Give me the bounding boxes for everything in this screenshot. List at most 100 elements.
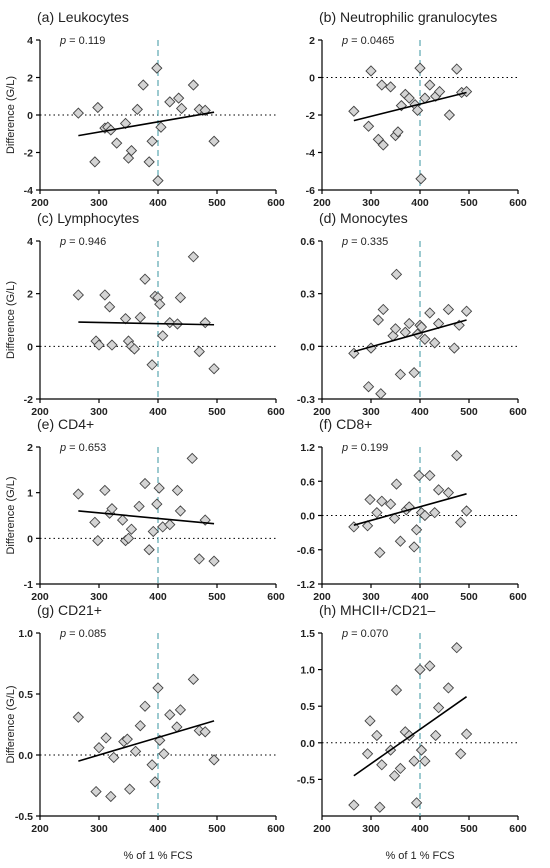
x-tick-label: 600	[509, 406, 527, 418]
y-tick-label: 1	[27, 488, 33, 500]
data-point	[199, 514, 211, 526]
p-value-label: p = 0.946	[59, 236, 106, 248]
data-point	[89, 156, 101, 168]
y-axis-label: Difference (G/L)	[5, 76, 17, 154]
data-point	[415, 744, 428, 756]
data-point	[429, 337, 441, 349]
data-point	[164, 518, 176, 531]
x-tick-label: 200	[31, 406, 49, 418]
x-axis-label: % of 1 % FCS	[123, 850, 192, 862]
data-point	[377, 303, 389, 316]
data-point	[372, 314, 384, 326]
y-tick-label: 2	[27, 289, 33, 301]
data-point	[413, 469, 425, 482]
data-point	[424, 469, 436, 482]
data-point	[119, 117, 132, 130]
y-tick-label: -1.2	[297, 579, 315, 591]
x-tick-label: 200	[313, 823, 331, 835]
data-point	[152, 682, 164, 694]
data-point	[376, 759, 388, 771]
data-point	[460, 728, 473, 740]
p-value: = 0.199	[348, 442, 388, 454]
data-point	[384, 81, 397, 93]
data-point	[93, 742, 105, 754]
data-point	[72, 289, 84, 301]
x-tick-label: 200	[31, 591, 49, 603]
data-point	[365, 65, 377, 77]
data-point	[442, 682, 455, 694]
data-point	[152, 174, 164, 187]
x-tick-label: 500	[208, 823, 226, 835]
data-point	[394, 368, 407, 381]
regression-line	[353, 493, 467, 526]
panel-d: (d) Monocytes p = 0.335 -0.3 0.0 0.3 0.6 200 30…	[297, 210, 527, 418]
regression-line	[78, 720, 215, 762]
data-point	[186, 452, 198, 465]
y-tick-label: -2	[306, 110, 315, 122]
data-point	[348, 799, 360, 811]
data-point	[143, 156, 155, 168]
data-point	[133, 500, 145, 513]
data-point	[376, 79, 388, 91]
p-value: = 0.946	[66, 236, 106, 248]
data-point	[139, 477, 151, 490]
data-point	[187, 251, 200, 263]
x-tick-label: 200	[31, 197, 49, 209]
data-point	[429, 507, 441, 519]
data-point	[361, 748, 374, 760]
data-point	[390, 478, 403, 490]
data-point	[419, 755, 431, 767]
x-tick-label: 300	[90, 591, 108, 603]
x-tick-label: 300	[90, 406, 108, 418]
y-tick-label: 1.2	[300, 442, 315, 454]
data-point	[164, 96, 176, 108]
data-point	[392, 126, 404, 138]
regression-line	[353, 91, 467, 122]
y-tick-label: -4	[24, 185, 33, 197]
data-point	[455, 748, 467, 760]
data-point	[151, 498, 163, 510]
data-point	[389, 323, 402, 335]
data-point	[155, 121, 167, 133]
panel-g: (g) CD21+ p = 0.085 -0.5 0.0 0.5 1.0 200 300 400…	[5, 602, 285, 862]
x-tick-label: 500	[460, 406, 478, 418]
x-tick-label: 300	[90, 197, 108, 209]
data-point	[146, 359, 158, 371]
x-tick-label: 500	[460, 591, 478, 603]
data-point	[187, 79, 200, 91]
y-tick-label: 0.3	[300, 289, 315, 301]
data-point	[460, 305, 473, 317]
data-point	[364, 493, 376, 506]
p-symbol: p	[341, 236, 348, 248]
data-point	[208, 363, 220, 375]
data-point	[394, 535, 407, 547]
p-symbol: p	[341, 35, 348, 47]
data-point	[451, 449, 463, 462]
p-value-label: p = 0.653	[59, 442, 106, 454]
data-point	[147, 525, 159, 538]
data-point	[414, 62, 426, 74]
data-point	[408, 541, 420, 553]
panel-f: (f) CD8+ p = 0.199 -1.2 -0.6 0.0 0.6 1.2 200 300…	[297, 416, 527, 603]
data-point	[362, 120, 375, 132]
data-point	[116, 514, 129, 526]
panel-c: (c) Lymphocytes p = 0.946 -2 0 2 4 200 300 400 50…	[5, 210, 285, 418]
data-point	[124, 783, 136, 795]
data-point	[432, 484, 445, 496]
panel-title: (a) Leukocytes	[37, 9, 129, 25]
p-value-label: p = 0.085	[59, 628, 106, 640]
data-point	[199, 316, 211, 329]
data-point	[90, 785, 102, 798]
data-point	[92, 101, 104, 114]
y-tick-label: -6	[306, 185, 315, 197]
y-tick-label: 4	[27, 35, 33, 47]
x-tick-label: 400	[411, 823, 429, 835]
data-point	[411, 104, 424, 116]
panel-title: (c) Lymphocytes	[37, 210, 139, 226]
y-tick-label: 0.6	[300, 476, 315, 488]
data-point	[111, 137, 123, 149]
data-point	[199, 726, 211, 738]
data-point	[100, 732, 112, 744]
x-tick-label: 600	[267, 591, 285, 603]
